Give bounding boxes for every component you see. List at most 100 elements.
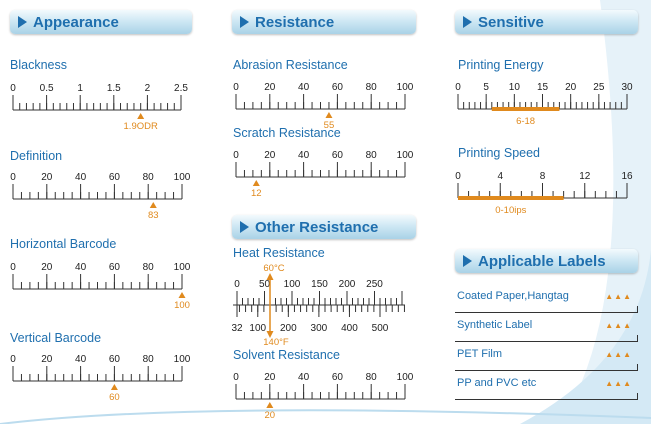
- triangle-icon: [463, 16, 472, 28]
- tick-label: 20: [41, 354, 53, 365]
- marker-label: 100: [174, 300, 190, 311]
- section-header-other-resistance: Other Resistance: [232, 215, 416, 239]
- tick-label: 80: [143, 172, 155, 183]
- section-header-sensitive: Sensitive: [455, 10, 638, 34]
- tick-label: 100: [397, 372, 414, 383]
- label-name: PET Film: [457, 348, 503, 360]
- list-item: PET Film ▲▲▲: [455, 342, 638, 371]
- tick-label: 2: [145, 83, 151, 94]
- tick-label: 40: [75, 262, 87, 273]
- tick-label: 4: [497, 171, 503, 182]
- triangle-icon: [240, 16, 249, 28]
- list-item: Coated Paper,Hangtag ▲▲▲: [455, 284, 638, 313]
- rating-icons: ▲▲▲: [605, 350, 632, 359]
- tick-label: 60: [332, 150, 344, 161]
- tick-label: 80: [143, 262, 155, 273]
- section-header-appearance: Appearance: [10, 10, 192, 34]
- rating-icons: ▲▲▲: [605, 321, 632, 330]
- tick-label: 80: [366, 82, 378, 93]
- heat-resistance-title: Heat Resistance: [233, 246, 325, 260]
- section-header-applicable-labels: Applicable Labels: [455, 249, 638, 273]
- tick-label: 200: [280, 323, 297, 334]
- marker-triangle-icon: [149, 202, 157, 208]
- triangle-icon: [240, 221, 249, 233]
- range-label: 0-10ips: [495, 205, 526, 216]
- divider: [455, 399, 638, 400]
- tick-label: 300: [311, 323, 328, 334]
- rating-icons: ▲▲▲: [605, 292, 632, 301]
- marker-triangle-icon: [266, 331, 274, 338]
- divider-end: [637, 335, 638, 342]
- printing-energy-title: Printing Energy: [458, 58, 544, 72]
- marker-label: 55: [324, 120, 335, 131]
- triangle-icon: [18, 16, 27, 28]
- section-title: Other Resistance: [255, 218, 379, 236]
- tick-label: 100: [284, 279, 301, 290]
- tick-label: 20: [264, 150, 276, 161]
- divider-end: [637, 364, 638, 371]
- divider-end: [637, 393, 638, 400]
- marker-label: 1.9ODR: [124, 121, 158, 132]
- blackness-title: Blackness: [10, 58, 67, 72]
- marker-label: 20: [265, 410, 276, 421]
- tick-label: 80: [366, 372, 378, 383]
- tick-label: 100: [397, 150, 414, 161]
- tick-label: 150: [311, 279, 328, 290]
- tick-label: 0: [233, 82, 239, 93]
- tick-label: 16: [621, 171, 633, 182]
- tick-label: 0: [234, 279, 240, 290]
- tick-label: 60: [109, 354, 121, 365]
- abrasion-resistance-title: Abrasion Resistance: [233, 58, 348, 72]
- tick-label: 0: [10, 83, 16, 94]
- section-title: Applicable Labels: [478, 252, 606, 270]
- list-item: PP and PVC etc ▲▲▲: [455, 371, 638, 400]
- tick-label: 0: [233, 150, 239, 161]
- tick-label: 100: [397, 82, 414, 93]
- tick-label: 8: [540, 171, 546, 182]
- tick-label: 1: [77, 83, 83, 94]
- tick-label: 5: [483, 82, 489, 93]
- tick-label: 20: [264, 82, 276, 93]
- section-title: Sensitive: [478, 13, 544, 31]
- tick-label: 60: [332, 82, 344, 93]
- marker-triangle-icon: [110, 384, 118, 390]
- tick-label: 100: [174, 262, 191, 273]
- tick-label: 100: [174, 354, 191, 365]
- range-bar: [458, 196, 564, 200]
- divider: [455, 341, 638, 342]
- label-name: PP and PVC etc: [457, 377, 537, 389]
- tick-label: 15: [537, 82, 549, 93]
- tick-label: 500: [372, 323, 389, 334]
- tick-label: 50: [259, 279, 271, 290]
- tick-label: 20: [41, 172, 53, 183]
- tick-label: 80: [143, 354, 155, 365]
- tick-label: 0: [10, 172, 16, 183]
- tick-label: 0: [10, 262, 16, 273]
- marker-label: 12: [251, 188, 262, 199]
- section-title: Appearance: [33, 13, 119, 31]
- solvent-resistance-title: Solvent Resistance: [233, 348, 341, 362]
- horizontal-barcode-title: Horizontal Barcode: [10, 237, 117, 251]
- label-name: Synthetic Label: [457, 319, 533, 331]
- tick-label: 40: [75, 354, 87, 365]
- tick-label: 2.5: [174, 83, 188, 94]
- tick-label: 60: [332, 372, 344, 383]
- marker-triangle-icon: [266, 273, 274, 280]
- tick-label: 100: [249, 323, 266, 334]
- rating-icons: ▲▲▲: [605, 379, 632, 388]
- marker-triangle-icon: [137, 113, 145, 119]
- printing-speed-title: Printing Speed: [458, 146, 541, 160]
- marker-label-fahrenheit: 140°F: [263, 337, 289, 348]
- tick-label: 80: [366, 150, 378, 161]
- marker-triangle-icon: [178, 292, 186, 298]
- vertical-barcode-title: Vertical Barcode: [10, 331, 102, 345]
- tick-label: 10: [509, 82, 521, 93]
- tick-label: 32: [231, 323, 243, 334]
- tick-label: 100: [174, 172, 191, 183]
